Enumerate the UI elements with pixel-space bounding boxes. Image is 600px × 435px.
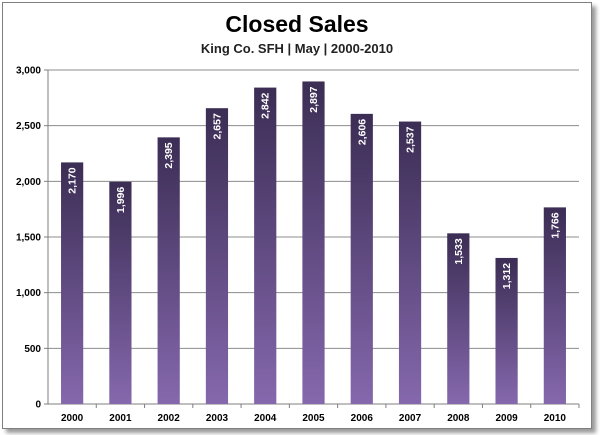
chart-subtitle: King Co. SFH | May | 2000-2010 [200,41,394,56]
plot-area: 0 500 1,000 1,500 2,000 2,500 3,000 2000 2,170 20… [16,66,580,425]
bar-2010 [543,207,566,404]
bar-2006 [350,113,373,405]
bar-2005 [302,81,325,404]
data-label: 1,766 [549,212,561,238]
x-tick-label: 2001 [109,413,132,424]
bar-2004 [254,87,277,404]
bar-2007 [398,121,422,404]
data-label: 2,657 [211,113,223,139]
data-label: 1,312 [501,263,513,289]
x-tick-label: 2008 [447,413,470,424]
y-tick-label: 500 [24,344,41,355]
data-label: 2,897 [308,86,320,112]
y-tick-label: 1,000 [16,288,41,299]
data-label: 2,170 [67,167,79,193]
bar-2009 [495,257,518,404]
bar-2008 [447,233,470,404]
labels: 0 500 1,000 1,500 2,000 2,500 3,000 2000 2,170 20… [16,66,566,425]
x-tick-label: 2000 [61,413,84,424]
data-label: 2,606 [356,119,368,145]
bar-2001 [109,181,132,404]
data-label: 2,395 [163,142,175,168]
y-tick-label: 0 [35,400,41,411]
x-tick-label: 2006 [351,413,374,424]
x-tick-label: 2002 [158,413,181,424]
x-tick-label: 2007 [399,413,422,424]
y-tick-label: 3,000 [16,66,41,77]
x-tick-label: 2009 [495,413,518,424]
x-tick-label: 2003 [206,413,229,424]
x-tick-label: 2010 [544,413,567,424]
bars [61,81,566,405]
data-label: 2,537 [405,126,417,152]
data-label: 1,533 [453,238,465,264]
data-label: 2,842 [260,92,272,118]
chart-title: Closed Sales [225,11,369,37]
bar-2000 [61,162,84,404]
x-tick-label: 2005 [302,413,325,424]
y-tick-label: 2,500 [16,121,41,132]
data-label: 1,996 [115,187,127,213]
y-tick-label: 2,000 [16,177,41,188]
bar-2003 [205,108,229,405]
bar-2002 [157,137,180,404]
chart-frame: Closed Sales King Co. SFH | May | 2000-2… [2,2,592,429]
y-tick-label: 1,500 [16,233,41,244]
x-tick-label: 2004 [254,413,277,424]
